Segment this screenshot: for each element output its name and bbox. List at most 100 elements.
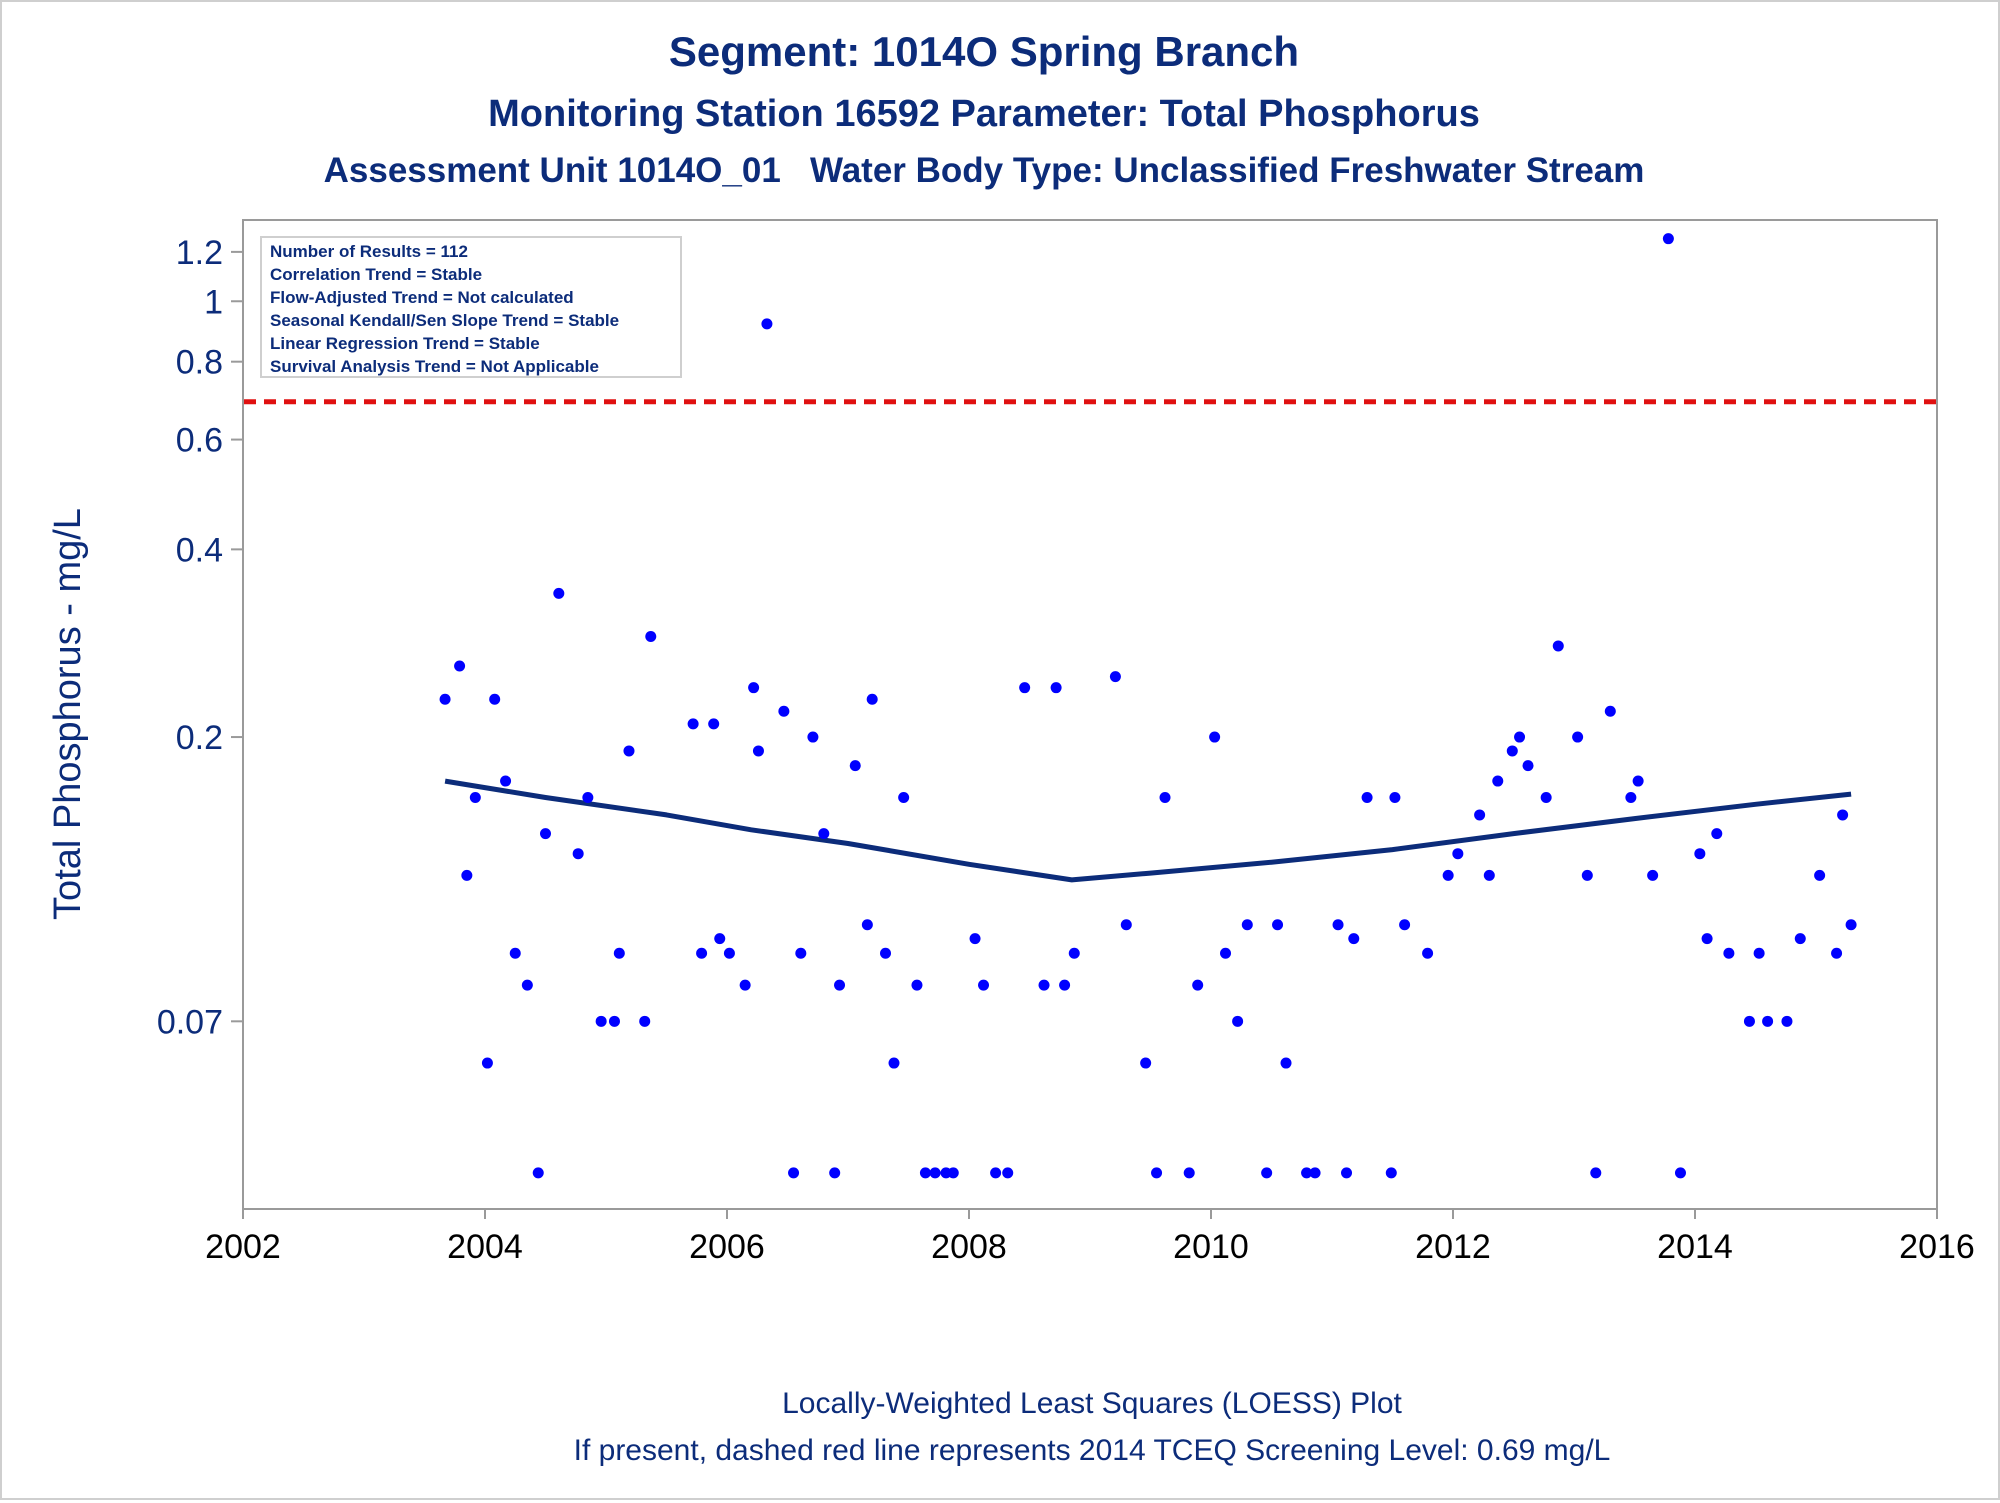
stats-survival-analysis-trend: Survival Analysis Trend = Not Applicable	[270, 357, 599, 376]
data-point	[1590, 1167, 1602, 1179]
loess-line	[444, 778, 1852, 883]
data-point	[714, 933, 726, 945]
data-point	[521, 979, 533, 991]
y-axis: 0.07 0.2 0.4 0.6 0.8 1 1.2	[157, 234, 243, 1041]
data-point	[1762, 1015, 1774, 1027]
data-point	[1694, 848, 1706, 860]
data-point	[1743, 1015, 1755, 1027]
data-point	[1220, 947, 1232, 959]
data-point	[1442, 869, 1454, 881]
data-point	[723, 947, 735, 959]
data-point	[1540, 791, 1552, 803]
data-point	[1831, 947, 1843, 959]
data-point	[1059, 979, 1071, 991]
data-point	[1753, 947, 1765, 959]
data-point	[1674, 1167, 1686, 1179]
data-point	[572, 848, 584, 860]
data-point	[489, 693, 501, 705]
data-point	[1492, 775, 1504, 787]
data-point	[888, 1057, 900, 1069]
data-point	[1232, 1015, 1244, 1027]
data-point	[866, 693, 878, 705]
data-point	[1399, 919, 1411, 931]
data-point	[1192, 979, 1204, 991]
stats-number-of-results: Number of Results = 112	[270, 242, 468, 261]
data-point	[929, 1167, 941, 1179]
footnote-screening-level: If present, dashed red line represents 2…	[574, 1434, 1611, 1467]
data-point	[834, 979, 846, 991]
data-point	[911, 979, 923, 991]
data-point	[1514, 731, 1526, 743]
x-tick-label: 2006	[689, 1228, 765, 1266]
stats-box-frame	[260, 236, 682, 378]
y-tick-label: 1.2	[176, 234, 223, 272]
plot-area	[242, 219, 1938, 1210]
data-point	[1581, 869, 1593, 881]
data-point	[807, 731, 819, 743]
data-point	[540, 828, 551, 840]
data-point	[1309, 1167, 1321, 1179]
data-point	[1151, 1167, 1163, 1179]
data-point	[1341, 1167, 1353, 1179]
data-point	[788, 1167, 800, 1179]
data-point	[582, 791, 594, 803]
data-point	[532, 1167, 544, 1179]
data-point	[608, 1015, 620, 1027]
x-tick-label: 2008	[931, 1228, 1007, 1266]
y-tick-label: 1	[204, 283, 223, 321]
data-point	[752, 745, 764, 757]
data-point	[1572, 731, 1584, 743]
y-tick-label: 0.2	[176, 719, 223, 757]
data-point	[829, 1167, 841, 1179]
data-point	[553, 587, 565, 599]
data-point	[1781, 1015, 1793, 1027]
data-point	[623, 745, 635, 757]
data-point	[1261, 1167, 1273, 1179]
data-point	[1711, 828, 1723, 840]
chart-subtitle-2: Assessment Unit 1014O_01 Water Body Type…	[324, 151, 1645, 190]
y-tick-label: 0.8	[176, 344, 223, 382]
stats-correlation-trend: Correlation Trend = Stable	[270, 265, 482, 284]
data-point	[1301, 1167, 1313, 1179]
data-point	[739, 979, 751, 991]
data-point	[1522, 760, 1534, 772]
x-tick-label: 2010	[1173, 1228, 1249, 1266]
data-point	[898, 791, 910, 803]
data-point	[1241, 919, 1253, 931]
data-point	[1385, 1167, 1397, 1179]
data-point	[1050, 682, 1062, 694]
data-point	[454, 660, 466, 672]
data-point	[778, 705, 790, 717]
y-tick-label: 0.6	[176, 422, 223, 460]
data-point	[696, 947, 708, 959]
data-point	[1019, 682, 1031, 694]
x-tick-label: 2016	[1899, 1228, 1975, 1266]
x-tick-label: 2004	[447, 1228, 523, 1266]
y-tick-label: 0.4	[176, 531, 223, 569]
data-point	[1332, 919, 1344, 931]
stats-seasonal-kendall-trend: Seasonal Kendall/Sen Slope Trend = Stabl…	[270, 311, 619, 330]
data-points	[439, 233, 1857, 1179]
data-point	[708, 718, 720, 730]
data-point	[880, 947, 892, 959]
data-point	[1348, 933, 1360, 945]
data-point	[849, 760, 861, 772]
stats-flow-adjusted-trend: Flow-Adjusted Trend = Not calculated	[270, 288, 574, 307]
data-point	[1038, 979, 1050, 991]
footnote-loess: Locally-Weighted Least Squares (LOESS) P…	[782, 1387, 1402, 1420]
data-point	[687, 718, 699, 730]
data-point	[645, 630, 657, 642]
data-point	[1632, 775, 1644, 787]
loess-line-group	[444, 778, 1852, 883]
data-point	[481, 1057, 493, 1069]
data-point	[1452, 848, 1464, 860]
data-point	[861, 919, 873, 931]
data-point	[1723, 947, 1735, 959]
data-point	[1209, 731, 1221, 743]
y-axis-label: Total Phosphorus - mg/L	[47, 508, 89, 920]
data-point	[1837, 809, 1849, 821]
data-point	[595, 1015, 607, 1027]
data-point	[1814, 869, 1826, 881]
